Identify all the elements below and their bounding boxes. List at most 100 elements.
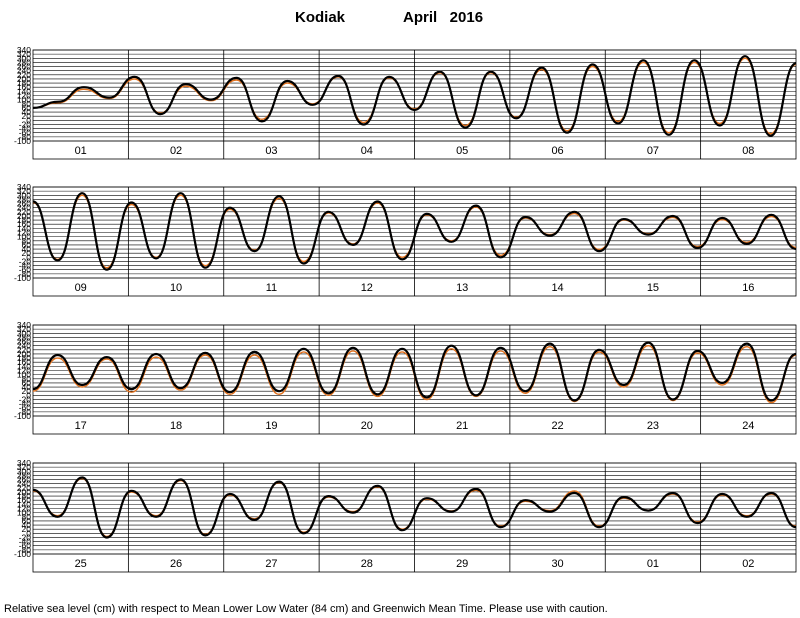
y-tick-label: 100 <box>17 95 31 105</box>
y-tick-label: 140 <box>17 86 31 96</box>
day-label: 28 <box>361 558 373 570</box>
y-tick-label: 320 <box>17 49 31 59</box>
y-tick-label: 140 <box>17 223 31 233</box>
footer-note: Relative sea level (cm) with respect to … <box>4 603 608 615</box>
y-tick-label: 100 <box>17 232 31 242</box>
y-tick-label: -40 <box>19 124 32 134</box>
chart-panel-2: 3403203002802602402202001801601401201008… <box>14 182 797 297</box>
y-tick-label: 120 <box>17 366 31 376</box>
y-tick-label: 220 <box>17 207 31 217</box>
day-label: 16 <box>742 282 754 294</box>
y-tick-label: -80 <box>19 545 32 555</box>
day-label: 30 <box>551 558 563 570</box>
day-label: 26 <box>170 558 182 570</box>
y-tick-label: 40 <box>22 382 32 392</box>
y-tick-label: 200 <box>17 349 31 359</box>
y-tick-label: 220 <box>17 70 31 80</box>
y-tick-label: -80 <box>19 407 32 417</box>
day-label: 12 <box>361 282 373 294</box>
y-tick-label: -20 <box>19 119 32 129</box>
day-label: 22 <box>551 420 563 432</box>
day-label: 01 <box>75 145 87 157</box>
series-observed-line <box>32 55 797 137</box>
y-tick-label: -80 <box>19 269 32 279</box>
day-label: 14 <box>551 282 563 294</box>
y-tick-label: 320 <box>17 324 31 334</box>
y-tick-label: -80 <box>19 132 32 142</box>
y-tick-label: 160 <box>17 495 31 505</box>
y-tick-label: 320 <box>17 186 31 196</box>
y-tick-label: -100 <box>14 273 31 283</box>
y-tick-label: 220 <box>17 345 31 355</box>
y-tick-label: 80 <box>22 512 32 522</box>
day-label: 19 <box>265 420 277 432</box>
y-tick-label: 120 <box>17 228 31 238</box>
day-label: 04 <box>361 145 373 157</box>
chart-panels: 3403203002802602402202001801601401201008… <box>14 45 797 573</box>
y-tick-label: 160 <box>17 82 31 92</box>
y-tick-label: 180 <box>17 78 31 88</box>
series-observed-line <box>32 341 797 402</box>
day-label: 24 <box>742 420 754 432</box>
y-tick-label: 240 <box>17 203 31 213</box>
y-tick-label: 300 <box>17 53 31 63</box>
y-tick-label: 260 <box>17 337 31 347</box>
day-label: 02 <box>742 558 754 570</box>
y-tick-label: 80 <box>22 99 32 109</box>
y-tick-label: 180 <box>17 491 31 501</box>
y-tick-label: -60 <box>19 128 32 138</box>
day-label: 09 <box>75 282 87 294</box>
y-tick-label: 40 <box>22 107 32 117</box>
series-observed-line <box>32 476 797 539</box>
day-label: 23 <box>647 420 659 432</box>
day-label: 20 <box>361 420 373 432</box>
y-tick-label: 60 <box>22 240 32 250</box>
y-tick-label: -60 <box>19 403 32 413</box>
day-label: 11 <box>266 282 277 294</box>
y-tick-label: -20 <box>19 532 32 542</box>
y-tick-label: 300 <box>17 190 31 200</box>
y-tick-label: 200 <box>17 74 31 84</box>
day-label: 06 <box>551 145 563 157</box>
y-tick-label: 20 <box>22 248 32 258</box>
y-tick-label: 40 <box>22 520 32 530</box>
day-label: 10 <box>170 282 182 294</box>
y-tick-label: 20 <box>22 386 32 396</box>
y-tick-label: 180 <box>17 215 31 225</box>
y-tick-label: 340 <box>17 320 31 330</box>
y-tick-label: 60 <box>22 103 32 113</box>
y-tick-label: -20 <box>19 256 32 266</box>
y-tick-label: 340 <box>17 458 31 468</box>
y-tick-label: -100 <box>14 411 31 421</box>
y-tick-label: 180 <box>17 353 31 363</box>
y-tick-label: 160 <box>17 219 31 229</box>
y-tick-label: 0 <box>26 528 31 538</box>
y-tick-label: 260 <box>17 475 31 485</box>
day-label: 13 <box>456 282 468 294</box>
y-tick-label: -20 <box>19 394 32 404</box>
chart-panel-1: 3403203002802602402202001801601401201008… <box>14 45 797 160</box>
y-tick-label: -60 <box>19 541 32 551</box>
y-tick-label: 0 <box>26 390 31 400</box>
y-tick-label: 100 <box>17 508 31 518</box>
y-tick-label: -40 <box>19 537 32 547</box>
day-label: 21 <box>456 420 468 432</box>
y-tick-label: 80 <box>22 236 32 246</box>
y-tick-label: 140 <box>17 499 31 509</box>
y-tick-label: 260 <box>17 62 31 72</box>
y-tick-label: 0 <box>26 252 31 262</box>
y-tick-label: 260 <box>17 199 31 209</box>
y-tick-label: 200 <box>17 487 31 497</box>
y-tick-label: 60 <box>22 378 32 388</box>
y-tick-label: -100 <box>14 136 31 146</box>
day-label: 15 <box>647 282 659 294</box>
y-tick-label: 160 <box>17 357 31 367</box>
y-tick-label: 100 <box>17 370 31 380</box>
day-label: 08 <box>742 145 754 157</box>
day-label: 01 <box>647 558 659 570</box>
chart-title-period: April 2016 <box>403 9 483 26</box>
y-tick-label: 80 <box>22 374 32 384</box>
day-label: 29 <box>456 558 468 570</box>
y-tick-label: 300 <box>17 328 31 338</box>
